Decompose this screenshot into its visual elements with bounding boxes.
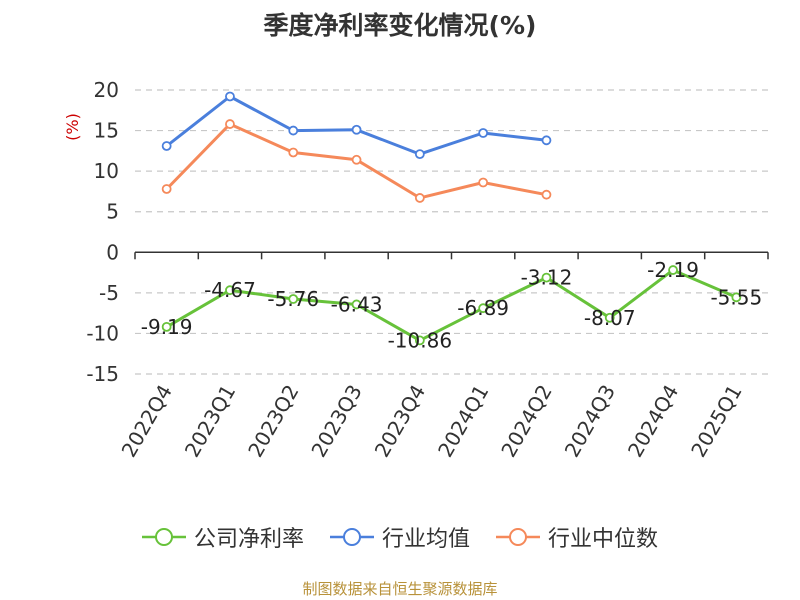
data-point	[161, 141, 172, 151]
x-tick-label: 2024Q4	[623, 381, 683, 462]
y-tick-label: 20	[94, 78, 119, 102]
data-point	[604, 312, 615, 323]
x-tick-label: 2023Q3	[306, 381, 366, 462]
data-label: -8.07	[584, 306, 636, 330]
data-point	[351, 154, 362, 165]
data-label: -6.43	[331, 292, 383, 316]
data-label: -5.55	[710, 285, 762, 309]
data-label: -3.12	[521, 266, 573, 290]
data-point	[541, 135, 552, 146]
data-point	[225, 91, 235, 102]
data-point	[478, 303, 489, 314]
data-point	[731, 292, 742, 303]
data-point	[668, 265, 678, 275]
data-point	[414, 149, 425, 160]
data-point	[161, 184, 172, 194]
legend-item[interactable]: 行业均值	[329, 521, 470, 553]
data-point	[478, 128, 489, 138]
data-point	[478, 177, 489, 188]
legend: 公司净利率 行业均值 行业中位数	[0, 520, 800, 554]
data-point	[161, 321, 172, 332]
x-tick-label: 2023Q4	[370, 381, 430, 462]
y-tick-label: 10	[94, 159, 119, 183]
x-tick-label: 2023Q2	[243, 381, 303, 462]
source-note: 制图数据来自恒生聚源数据库	[302, 580, 498, 598]
legend-item[interactable]: 公司净利率	[141, 521, 304, 553]
y-tick-label: -10	[86, 321, 119, 345]
y-tick-label: 15	[94, 119, 119, 143]
y-tick-label: -15	[86, 362, 119, 386]
data-point	[288, 125, 299, 136]
data-point	[351, 299, 362, 310]
y-tick-label: -5	[99, 281, 119, 305]
data-point	[288, 294, 299, 304]
data-label: -2.19	[647, 258, 699, 282]
data-point	[225, 119, 235, 129]
y-axis-label: (%)	[63, 113, 82, 141]
data-point	[225, 285, 235, 296]
legend-item[interactable]: 行业中位数	[496, 521, 658, 553]
x-tick-label: 2023Q1	[180, 381, 240, 462]
legend-swatch-icon	[329, 528, 374, 546]
legend-swatch-icon	[496, 528, 540, 546]
legend-swatch-icon	[141, 528, 186, 546]
x-tick-label: 2025Q1	[686, 381, 746, 462]
x-tick-label: 2024Q2	[496, 381, 556, 462]
data-point	[541, 272, 552, 283]
series-line	[165, 268, 737, 342]
data-label: -4.67	[204, 278, 256, 302]
data-label: -5.76	[267, 287, 319, 311]
data-point	[541, 189, 552, 200]
data-label: -10.86	[388, 328, 452, 352]
legend-label: 行业中位数	[548, 527, 659, 552]
y-tick-label: 0	[106, 240, 119, 264]
x-tick-label: 2024Q3	[560, 381, 620, 462]
data-point	[414, 335, 425, 346]
chart-title: 季度净利率变化情况(%)	[263, 11, 537, 40]
x-tick-label: 2024Q1	[433, 381, 493, 462]
legend-label: 公司净利率	[193, 527, 304, 552]
data-point	[414, 193, 425, 203]
data-point	[288, 147, 299, 158]
data-label: -9.19	[141, 315, 193, 339]
y-tick-label: 5	[106, 200, 119, 224]
legend-label: 行业均值	[381, 527, 470, 552]
x-tick-label: 2022Q4	[117, 381, 177, 462]
data-label: -6.89	[457, 296, 509, 320]
data-point	[351, 124, 362, 135]
